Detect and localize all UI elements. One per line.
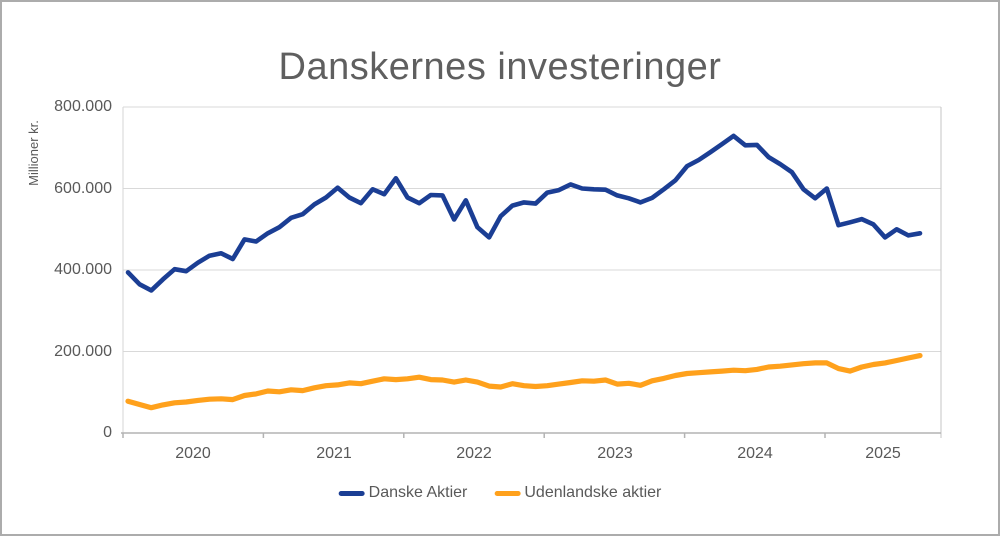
legend-label: Udenlandske aktier [524, 484, 662, 501]
x-tick-label: 2025 [865, 445, 901, 462]
legend: Danske Aktier Udenlandske aktier [338, 484, 661, 502]
danske-aktier-line-swatch-icon [338, 490, 365, 496]
y-tick-label: 200.000 [54, 343, 112, 360]
danske-aktier-line [125, 133, 923, 293]
y-tick-label: 600.000 [54, 180, 112, 197]
udenlandske-aktier-line-swatch-icon [494, 490, 521, 496]
legend-item-danske-aktier: Danske Aktier [338, 484, 468, 502]
y-tick-label: 800.000 [54, 98, 112, 115]
x-tick-label: 2023 [597, 445, 633, 462]
x-tick-label: 2021 [316, 445, 352, 462]
x-tick-label: 2022 [456, 445, 492, 462]
x-tick-label: 2024 [737, 445, 773, 462]
chart-title: Danskernes investeringer [278, 46, 722, 88]
y-tick-label: 400.000 [54, 261, 112, 278]
y-tick-label: 0 [103, 424, 112, 441]
x-tick-label: 2020 [175, 445, 211, 462]
legend-label: Danske Aktier [368, 484, 468, 501]
legend-item-udenlandske-aktier: Udenlandske aktier [494, 484, 661, 502]
udenlandske-aktier-line [125, 353, 923, 411]
